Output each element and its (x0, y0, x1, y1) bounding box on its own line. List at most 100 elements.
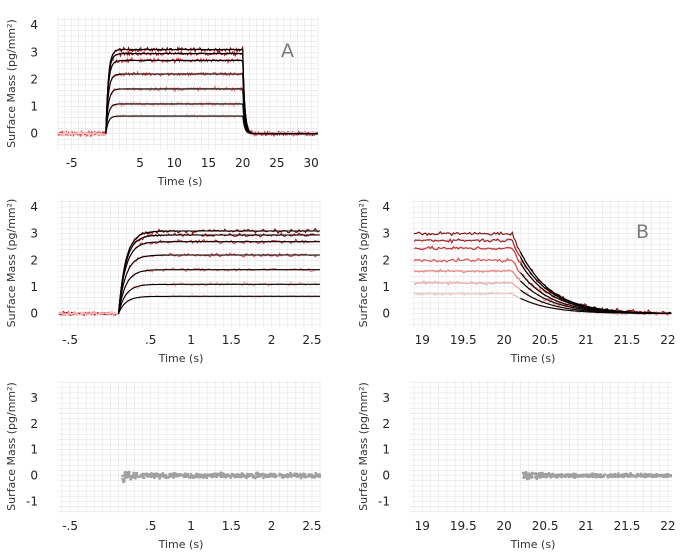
residual-point (643, 472, 647, 476)
fit-curve (520, 297, 672, 315)
residual-point (184, 473, 187, 477)
residual-point (186, 473, 190, 476)
residual-point (269, 474, 272, 478)
residual-point (561, 475, 564, 478)
residual-point (281, 473, 285, 477)
residual-point (617, 472, 620, 475)
residual-point (542, 473, 546, 476)
panel-association-y-ticks: 0 1 2 3 4 (30, 200, 38, 321)
residual-point (273, 475, 276, 478)
residual-point (128, 472, 131, 475)
residual-point (151, 472, 154, 476)
residual-point (204, 473, 208, 477)
residual-point (215, 475, 219, 479)
residual-point (226, 475, 229, 478)
panel-residuals-right-x-axis-label: Time (s) (510, 538, 556, 551)
panel-residuals-left-x-tick: 1.5 (222, 519, 241, 533)
residual-point (535, 477, 538, 480)
residual-point (553, 473, 556, 477)
residual-point (584, 474, 587, 478)
panel-residuals-right-y-tick: 0 (382, 469, 390, 483)
panel-residuals-left-x-tick: 2.5 (302, 519, 321, 533)
residual-point (234, 473, 238, 476)
residual-point (611, 474, 615, 477)
residual-point (182, 474, 186, 478)
residual-point (129, 475, 132, 478)
residual-point (125, 474, 128, 477)
fit-curve (520, 251, 672, 314)
residual-point (283, 475, 286, 478)
panel-a-y-tick: 2 (30, 72, 38, 86)
residual-point (635, 474, 638, 478)
panel-residuals-left-y-tick: -1 (26, 494, 38, 508)
panel-residuals-right-y-axis-label: Surface Mass (pg/mm²) (357, 382, 370, 511)
panel-a-letter: A (281, 40, 294, 62)
residual-point (132, 476, 135, 479)
residual-point (232, 474, 235, 477)
panel-a-x-ticks: -5 5 10 15 20 25 30 (66, 156, 319, 170)
data-trace (413, 238, 672, 316)
residual-point (206, 473, 209, 476)
residual-point (137, 475, 140, 478)
residual-point (563, 474, 566, 477)
residual-point (247, 475, 250, 478)
residual-point (197, 475, 200, 479)
residual-point (123, 471, 126, 474)
residual-point (228, 474, 232, 478)
residual-point (142, 476, 145, 479)
residual-point (166, 476, 169, 479)
residual-point (566, 473, 569, 476)
residual-point (600, 475, 603, 479)
residual-point (215, 473, 218, 477)
panel-residuals-right-x-tick: 20.5 (532, 519, 559, 533)
panel-b-y-tick: 3 (382, 227, 390, 241)
residual-point (161, 472, 165, 475)
residual-point (250, 474, 253, 477)
residual-point (121, 474, 124, 478)
panel-association-x-tick: 1.5 (222, 333, 241, 347)
panel-residuals-left-y-tick: 1 (30, 443, 38, 457)
panel-association-x-tick: 1 (187, 333, 195, 347)
residual-point (540, 471, 544, 475)
residual-point (155, 474, 158, 477)
residual-point (544, 474, 547, 477)
residual-point (262, 476, 265, 480)
residual-point (123, 473, 126, 477)
panel-residuals-right-grid (410, 380, 672, 513)
panel-b-x-tick: 19 (415, 333, 430, 347)
residual-point (305, 475, 308, 479)
residual-point (619, 475, 623, 478)
residual-point (231, 473, 234, 476)
residual-point (172, 476, 175, 479)
panel-residuals-left-data (121, 470, 322, 484)
panel-b-x-tick: 21.5 (614, 333, 641, 347)
residual-point (539, 472, 542, 475)
residual-point (286, 475, 289, 479)
residual-point (651, 474, 654, 477)
residual-point (666, 472, 669, 476)
residual-point (522, 474, 526, 477)
residual-point (669, 475, 672, 478)
residual-point (299, 476, 303, 480)
residual-point (665, 473, 668, 476)
residual-point (126, 475, 129, 479)
residual-point (535, 475, 538, 479)
residual-point (308, 475, 312, 478)
fit-curve (105, 115, 318, 135)
residual-point (300, 474, 304, 477)
residual-point (654, 473, 658, 476)
residual-point (274, 474, 278, 478)
residual-point (549, 475, 552, 478)
residual-point (273, 473, 276, 476)
residual-point (261, 472, 264, 476)
panel-a-x-tick: 25 (269, 156, 284, 170)
residual-point (528, 476, 531, 479)
residual-point (312, 475, 315, 479)
residual-point (567, 474, 570, 478)
panel-b-x-tick: 21 (578, 333, 593, 347)
residual-point (577, 475, 580, 478)
residual-point (602, 475, 605, 478)
fit-curve (117, 254, 320, 314)
panel-a-x-tick: 5 (136, 156, 144, 170)
panel-residuals-left-y-tick: 0 (30, 469, 38, 483)
